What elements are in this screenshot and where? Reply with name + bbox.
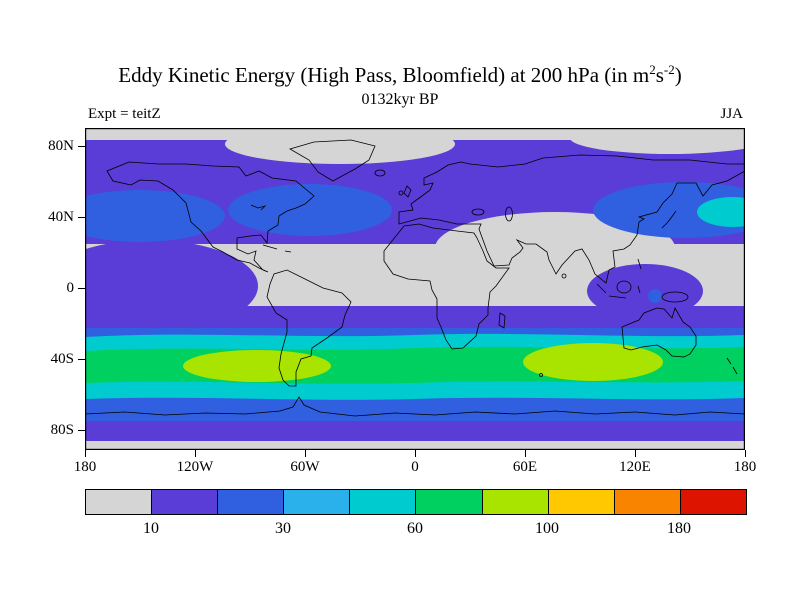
y-axis-tick (78, 146, 85, 147)
colorbar-label: 180 (667, 520, 691, 537)
coast-north-america (106, 161, 315, 273)
coast-new-guinea (661, 291, 689, 303)
coast-java (608, 295, 627, 299)
colorbar-cell (218, 490, 285, 514)
coast-iceland (374, 169, 386, 177)
fill-arctic-gray-siberia (570, 128, 745, 154)
fill-antarctic-gray-strip (85, 441, 745, 450)
x-axis-tick (635, 450, 636, 457)
colorbar-cell (614, 490, 681, 514)
colorbar-cell (86, 490, 153, 514)
colorbar-cell (284, 490, 351, 514)
coast-japan (661, 210, 677, 229)
fill-violet-indonesia (587, 264, 703, 318)
experiment-label: Expt = teitZ (88, 106, 161, 122)
fill-arctic-gray-canada (225, 128, 455, 164)
figure-subtitle: 0132kyr BP (361, 91, 439, 108)
title-superscript-minus2: -2 (663, 62, 675, 77)
map-frame (85, 128, 745, 450)
fill-blue-north-atlantic (228, 184, 392, 236)
x-axis-label-120w: 120W (176, 459, 214, 475)
title-unit-s: s (655, 63, 664, 87)
coast-south-america (266, 269, 352, 387)
coast-borneo (616, 280, 632, 294)
fill-blue-north-pacific (85, 190, 225, 242)
colorbar-label: 60 (407, 520, 423, 537)
colorbar-cell (482, 490, 549, 514)
x-axis-label-180e: 180 (733, 459, 757, 475)
coast-sumatra (596, 283, 607, 294)
coast-great-lakes (250, 204, 267, 211)
coast-sri-lanka (561, 273, 567, 279)
x-axis-label-60w: 60W (290, 459, 320, 475)
colorbar-cell (416, 490, 483, 514)
fill-violet-east-pacific (85, 240, 258, 332)
y-axis-label-80s: 80S (50, 422, 74, 438)
coast-black-sea (471, 208, 485, 216)
coast-hispaniola (284, 250, 292, 253)
colorbar-cell (548, 490, 615, 514)
coastlines (85, 139, 745, 417)
coast-madagascar (498, 312, 506, 329)
y-axis-label-40n: 40N (48, 209, 74, 225)
y-axis-tick (78, 430, 85, 431)
coast-greenland (288, 139, 376, 182)
title-close-paren: ) (674, 63, 682, 87)
coast-philippines (637, 258, 642, 270)
y-axis-label-80n: 80N (48, 138, 74, 154)
x-axis-label-120e: 120E (619, 459, 651, 475)
title-superscript-2: 2 (649, 62, 656, 77)
y-axis-label-40s: 40S (50, 351, 74, 367)
colorbar-label: 100 (535, 520, 559, 537)
y-axis-label-eq: 0 (66, 280, 75, 296)
y-axis-tick (78, 359, 85, 360)
coast-britain (403, 185, 412, 198)
x-axis-tick (415, 450, 416, 457)
colorbar-cell (680, 490, 746, 514)
coast-australia (621, 306, 697, 358)
colorbar (85, 489, 747, 515)
x-axis-tick (195, 450, 196, 457)
coast-caspian-sea (505, 206, 513, 222)
coast-cuba (262, 244, 278, 250)
y-axis-tick (78, 217, 85, 218)
map-plot (85, 128, 745, 450)
coast-ireland (398, 190, 404, 196)
colorbar-cell (152, 490, 219, 514)
x-axis-tick (745, 450, 746, 457)
coast-antarctica (85, 396, 745, 417)
x-axis-label-180w: 180 (73, 459, 97, 475)
coast-africa (383, 223, 510, 350)
coast-new-zealand (726, 357, 738, 375)
colorbar-cell (350, 490, 417, 514)
title-text: Eddy Kinetic Energy (High Pass, Bloomfie… (118, 63, 650, 87)
x-axis-label-60e: 60E (512, 459, 538, 475)
fill-yellowgreen-se-pacific (183, 350, 331, 382)
y-axis-tick (78, 288, 85, 289)
colorbar-label: 30 (275, 520, 291, 537)
fill-yellowgreen-s-indian (523, 343, 663, 381)
season-label: JJA (720, 106, 743, 122)
coast-sulawesi (637, 285, 641, 294)
fill-blue-new-guinea-spot (648, 289, 662, 303)
coast-kerguelen-island (539, 373, 543, 377)
coast-eurasia (398, 154, 745, 284)
fill-cyan-japan-core (697, 197, 745, 227)
fill-blue-east-asia (593, 182, 745, 238)
figure-title: Eddy Kinetic Energy (High Pass, Bloomfie… (0, 62, 800, 88)
colorbar-labels: 10 30 60 100 180 (85, 520, 745, 540)
x-axis-label-0: 0 (411, 459, 419, 475)
colorbar-label: 10 (143, 520, 159, 537)
x-axis-tick (85, 450, 86, 457)
x-axis-tick (525, 450, 526, 457)
x-axis-tick (305, 450, 306, 457)
